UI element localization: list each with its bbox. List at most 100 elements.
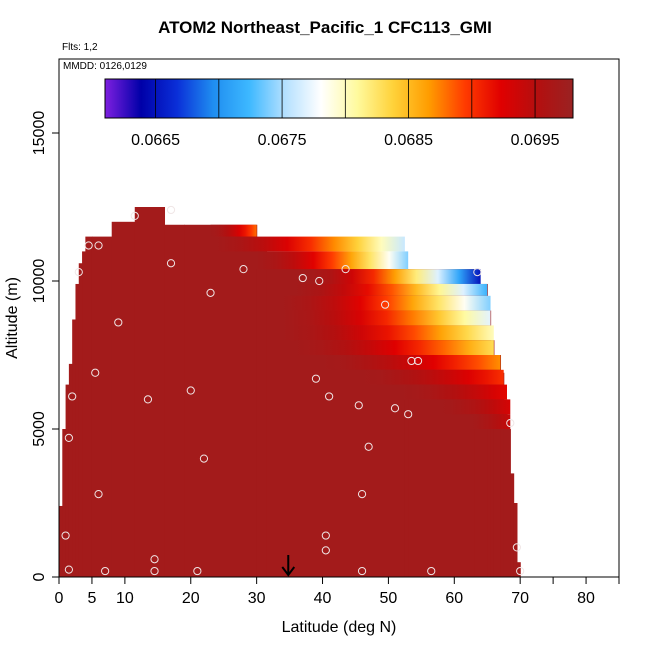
gradient-band <box>283 310 491 326</box>
x-axis-label: Latitude (deg N) <box>282 619 397 636</box>
colorbar-gradient <box>104 78 574 119</box>
gradient-band <box>217 236 405 252</box>
field-column <box>72 319 77 577</box>
gradient-band <box>256 251 409 270</box>
sample-point <box>166 259 176 268</box>
sample-point <box>325 392 334 401</box>
arrow-head <box>281 566 296 577</box>
field-column <box>507 429 511 577</box>
field-column <box>503 399 508 577</box>
gradient-band <box>322 355 501 370</box>
field-column <box>75 283 80 577</box>
x-tick-label: 80 <box>577 590 595 607</box>
gradient-band <box>210 224 257 237</box>
colorbar-tick-label: 0.0665 <box>131 132 180 149</box>
flights-note: Flts: 1,2 <box>62 42 98 53</box>
gradient-band <box>441 399 511 415</box>
sample-point <box>94 241 103 250</box>
field-column <box>62 429 67 577</box>
field-column <box>82 251 86 577</box>
sample-point <box>74 268 83 277</box>
field-column <box>493 355 502 577</box>
field-column <box>65 384 70 577</box>
x-tick-label: 5 <box>87 590 96 607</box>
sample-point <box>199 454 209 463</box>
gradient-band <box>283 325 494 341</box>
gradient-band <box>309 269 481 284</box>
sample-point <box>364 442 373 451</box>
field-column <box>516 562 521 577</box>
field-column <box>68 363 73 577</box>
sample-point <box>473 268 482 277</box>
y-tick-label: 5000 <box>31 411 48 447</box>
sample-point <box>357 566 367 576</box>
sample-point <box>84 241 93 250</box>
field-column <box>256 239 268 577</box>
field-column <box>510 473 515 577</box>
sample-point <box>114 318 123 327</box>
field-column <box>500 372 505 577</box>
y-tick-label: 10000 <box>31 259 48 304</box>
sample-point <box>68 392 77 401</box>
field-column <box>513 503 518 577</box>
gradient-band <box>401 384 507 400</box>
x-tick-label: 0 <box>55 590 64 607</box>
field-column <box>490 340 495 577</box>
sample-point <box>506 418 515 428</box>
field-column <box>78 263 83 577</box>
sample-points <box>61 205 525 576</box>
sample-point <box>150 566 159 576</box>
axes: 0 5 10 20 30 40 50 60 70 80 Latitude (deg N) 0 5000 1… <box>4 111 620 636</box>
sample-point <box>311 374 321 383</box>
field-column <box>404 269 409 577</box>
field-column <box>91 236 113 577</box>
sample-point <box>193 566 202 576</box>
sample-point <box>64 433 73 442</box>
field-column <box>85 236 93 577</box>
mmdd-note: MMDD: 0126,0129 <box>63 61 147 72</box>
sample-point <box>404 410 413 419</box>
sample-point <box>315 276 324 286</box>
colorbar-tick-label: 0.0685 <box>384 132 433 149</box>
colorbar: 0.0665 0.0675 0.0685 0.0695 <box>104 78 574 149</box>
field-column <box>184 224 258 577</box>
sample-point <box>427 566 436 576</box>
field-column <box>111 221 136 578</box>
sample-point <box>354 401 363 410</box>
sample-point <box>512 543 521 552</box>
heatmap-field <box>59 207 521 578</box>
sample-point <box>298 273 307 283</box>
sample-point <box>341 265 350 274</box>
x-tick-label: 60 <box>445 590 463 607</box>
sample-point <box>516 566 525 576</box>
sample-point <box>407 356 416 366</box>
x-tick-label: 70 <box>511 590 529 607</box>
chart-title: ATOM2 Northeast_Pacific_1 CFC113_GMI <box>158 18 492 37</box>
gradient-band <box>467 414 511 429</box>
x-tick-label: 10 <box>116 590 134 607</box>
y-axis-label: Altitude (m) <box>4 277 21 359</box>
gradient-band <box>362 369 504 385</box>
sample-point <box>130 211 139 220</box>
sample-point <box>390 404 400 413</box>
sample-point <box>101 566 110 576</box>
sample-point <box>357 490 367 499</box>
sample-point <box>64 565 73 574</box>
field-column <box>134 207 166 577</box>
sample-point <box>206 288 215 297</box>
gradient-band <box>296 283 488 296</box>
sample-point <box>321 546 330 555</box>
latitude-marker-arrow <box>281 555 296 577</box>
colorbar-tick-label: 0.0695 <box>511 132 560 149</box>
sample-point <box>91 368 100 377</box>
colorbar-tick-label: 0.0675 <box>258 132 307 149</box>
sample-point <box>186 386 195 395</box>
sample-point <box>150 555 159 564</box>
y-tick-label: 0 <box>31 572 48 581</box>
x-tick-label: 40 <box>314 590 332 607</box>
field-column <box>59 505 63 577</box>
y-tick-label: 15000 <box>31 111 48 156</box>
field-column <box>164 224 185 577</box>
